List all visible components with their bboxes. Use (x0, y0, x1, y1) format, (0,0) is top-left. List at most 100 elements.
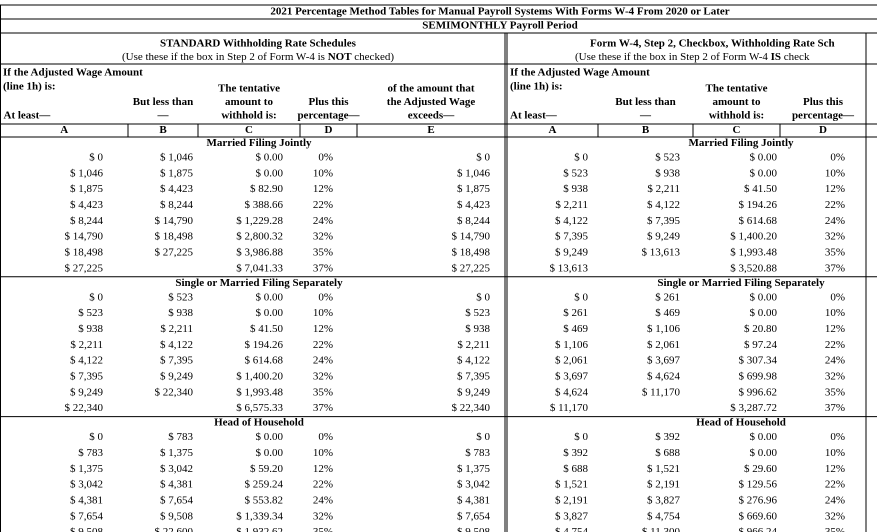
cell: 24% (313, 355, 333, 367)
cell: $ 7,654 (457, 510, 491, 522)
cell: $ 2,061 (647, 339, 680, 351)
cell: 10% (313, 167, 333, 179)
cell: $ 7,654 (70, 510, 104, 522)
cell: $ 1,993.48 (730, 247, 777, 259)
note-part: NOT (328, 51, 353, 63)
note-part: (Use these if the box in Step 2 of Form … (122, 51, 328, 63)
cell: $ 0 (574, 151, 588, 163)
cell: $ 14,790 (65, 231, 104, 243)
cell: 35% (825, 247, 845, 259)
cell: $ 0 (476, 431, 490, 443)
cell: $ 4,624 (555, 386, 589, 398)
cell: $ 7,395 (160, 355, 194, 367)
cell: $ 0 (476, 151, 490, 163)
cell: 24% (825, 355, 845, 367)
cell: 24% (825, 215, 845, 227)
cell: $ 261 (655, 291, 680, 303)
cell: $ 9,508 (457, 526, 491, 532)
cell: $ 392 (563, 447, 588, 459)
cell: $ 669.60 (739, 510, 778, 522)
range-header: If the Adjusted Wage Amount (510, 67, 650, 79)
section-title: Single or Married Filing Separately (657, 277, 825, 289)
cell: $ 688 (655, 447, 680, 459)
cell: $ 3,697 (555, 371, 589, 383)
cell: $ 14,790 (155, 215, 194, 227)
cell: $ 7,395 (647, 215, 681, 227)
cell: $ 4,423 (160, 183, 194, 195)
column-header: The tentative (705, 83, 767, 95)
cell: $ 4,624 (647, 371, 681, 383)
cell: $ 22,340 (65, 402, 104, 414)
range-header: (line 1h) is: (3, 81, 56, 93)
column-letter: A (60, 124, 68, 136)
cell: $ 27,225 (155, 247, 194, 259)
cell: $ 194.26 (739, 199, 778, 211)
cell: $ 14,790 (452, 231, 491, 243)
cell: $ 22,600 (155, 526, 194, 532)
cell: $ 7,395 (70, 371, 104, 383)
cell: $ 22,340 (155, 386, 194, 398)
cell: 22% (825, 199, 845, 211)
cell: $ 2,211 (70, 339, 103, 351)
cell: $ 1,046 (160, 151, 194, 163)
cell: $ 0.00 (256, 307, 284, 319)
cell: $ 0 (574, 431, 588, 443)
cell: $ 2,191 (647, 479, 680, 491)
cell: 0% (830, 151, 845, 163)
column-header: the Adjusted Wage (387, 96, 476, 108)
cell: $ 0.00 (256, 151, 284, 163)
cell: $ 392 (655, 431, 680, 443)
column-letter: D (325, 124, 333, 136)
left-note: (Use these if the box in Step 2 of Form … (122, 51, 394, 63)
cell: $ 9,249 (647, 231, 681, 243)
cell: $ 0.00 (750, 431, 778, 443)
cell: $ 29.60 (744, 463, 778, 475)
cell: $ 523 (465, 307, 490, 319)
cell: $ 7,395 (457, 371, 491, 383)
cell: $ 22,340 (452, 402, 491, 414)
cell: 32% (825, 231, 845, 243)
cell: $ 41.50 (250, 323, 284, 335)
cell: 22% (825, 339, 845, 351)
cell: 37% (313, 262, 333, 274)
cell: $ 614.68 (245, 355, 284, 367)
cell: $ 1,932.62 (236, 526, 283, 532)
column-header: — (639, 110, 652, 122)
cell: 10% (825, 447, 845, 459)
section-title: Head of Household (214, 417, 304, 429)
range-header: (line 1h) is: (510, 81, 563, 93)
column-header: At least— (4, 110, 52, 122)
cell: $ 1,521 (555, 479, 588, 491)
column-letter: C (733, 124, 741, 136)
cell: $ 194.26 (245, 339, 284, 351)
cell: $ 4,122 (70, 355, 103, 367)
left-heading: STANDARD Withholding Rate Schedules (160, 38, 357, 50)
cell: $ 388.66 (245, 199, 284, 211)
cell: $ 0.00 (256, 431, 284, 443)
column-header: withhold is: (709, 110, 764, 122)
cell: $ 1,521 (647, 463, 680, 475)
column-header: withhold is: (221, 110, 276, 122)
cell: $ 1,046 (70, 167, 104, 179)
cell: $ 7,041.33 (236, 262, 283, 274)
cell: $ 0 (89, 431, 103, 443)
cell: 37% (825, 402, 845, 414)
column-header: exceeds— (408, 110, 455, 122)
cell: $ 9,249 (457, 386, 491, 398)
range-header: If the Adjusted Wage Amount (3, 67, 143, 79)
cell: $ 8,244 (457, 215, 491, 227)
note-part: checked) (352, 51, 395, 63)
cell: $ 9,508 (70, 526, 104, 532)
cell: $ 966.24 (739, 526, 778, 532)
column-letter: D (819, 124, 827, 136)
cell: $ 3,042 (160, 463, 193, 475)
cell: $ 3,697 (647, 355, 681, 367)
cell: $ 4,423 (457, 199, 491, 211)
cell: $ 18,498 (155, 231, 194, 243)
cell: $ 0.00 (256, 447, 284, 459)
cell: 35% (825, 386, 845, 398)
cell: $ 938 (655, 167, 680, 179)
cell: $ 3,042 (70, 479, 103, 491)
cell: $ 523 (655, 151, 680, 163)
column-header: of the amount that (387, 83, 474, 95)
